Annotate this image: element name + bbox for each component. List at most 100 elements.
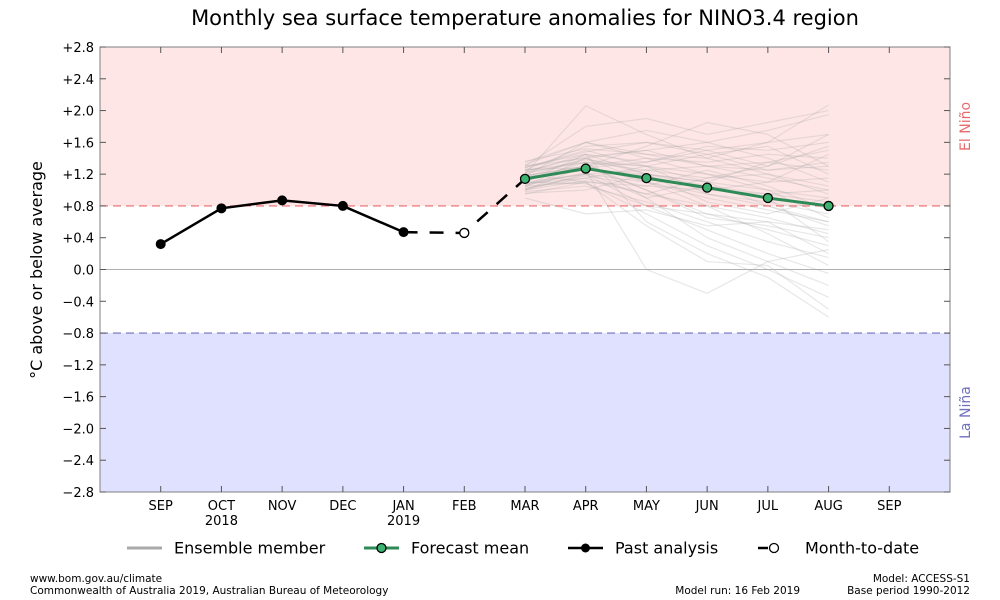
ensemble-line	[524, 141, 829, 167]
x-tick-label: AUG	[814, 499, 842, 514]
ensemble-line	[524, 181, 829, 298]
ensemble-line	[524, 109, 829, 167]
legend-item-mtd: Month-to-date	[758, 539, 919, 558]
x-tick-label: JUN	[695, 499, 719, 514]
legend-item-forecast: Forecast mean	[364, 539, 529, 558]
ensemble-line	[524, 145, 829, 170]
y-tick-label: −2.4	[62, 454, 94, 469]
legend-past-marker	[581, 543, 590, 553]
ensemble-line	[524, 157, 829, 199]
ensemble-line	[524, 173, 829, 215]
x-tick-label: NOV	[268, 499, 297, 514]
footer-url: www.bom.gov.au/climate	[30, 573, 162, 585]
footer-model: Model: ACCESS-S1	[873, 573, 970, 585]
legend-label: Forecast mean	[411, 539, 529, 558]
ensemble-line	[524, 173, 829, 310]
chart-title: Monthly sea surface temperature anomalie…	[191, 6, 859, 30]
ensemble-line	[524, 163, 829, 239]
x-tick-label: JUL	[757, 499, 779, 514]
ensemble-line	[524, 181, 829, 195]
footer-model-run: Model run: 16 Feb 2019	[675, 585, 800, 597]
y-tick-label: −2.0	[62, 422, 94, 437]
y-tick-label: +1.6	[62, 136, 94, 151]
la-nina-zone	[100, 333, 950, 492]
ensemble-line	[524, 141, 829, 183]
ensemble-line	[524, 159, 829, 223]
ensemble-line	[524, 153, 829, 215]
x-tick-label: MAR	[510, 499, 539, 514]
ensemble-line	[524, 145, 829, 185]
ensemble-line	[524, 104, 829, 175]
ensemble-line	[524, 157, 829, 267]
past-analysis-point	[155, 239, 166, 250]
y-axis-label: °C above or below average	[27, 161, 46, 379]
ensemble-line	[524, 161, 829, 194]
ensemble-line	[524, 173, 829, 275]
year-label: 2019	[387, 514, 420, 529]
legend-label: Past analysis	[615, 539, 718, 558]
x-tick-label: FEB	[452, 499, 477, 514]
legend-label: Month-to-date	[805, 539, 919, 558]
forecast-mean-point	[762, 192, 774, 204]
y-tick-label: −2.8	[62, 486, 94, 501]
footer-base-period: Base period 1990-2012	[847, 585, 970, 597]
forecast-mean-point	[519, 173, 531, 185]
ensemble-line	[524, 169, 829, 211]
ensemble-line	[524, 148, 829, 195]
legend: Ensemble member Forecast mean Past analysi…	[127, 539, 919, 558]
ensemble-line	[524, 181, 829, 255]
la-nina-label: La Niña	[958, 386, 974, 439]
y-tick-label: −1.6	[62, 391, 94, 406]
ensemble-line	[524, 165, 829, 223]
ensemble-line	[524, 129, 829, 183]
plot-area: +2.8 +2.4 +2.0 +1.6 +1.2 +0.8 +0.4 0.0 −0.4 −0.8 −…	[62, 41, 951, 529]
past-analysis-point	[277, 195, 288, 206]
past-analysis-line	[160, 199, 405, 246]
x-tick-label: DEC	[329, 499, 356, 514]
ensemble-line	[524, 197, 829, 231]
footer-copyright: Commonwealth of Australia 2019, Australi…	[30, 585, 388, 597]
ensemble-line	[524, 113, 829, 187]
year-label: 2018	[205, 514, 238, 529]
x-tick-label: SEP	[877, 499, 901, 514]
y-tick-label: +0.4	[62, 232, 94, 247]
y-tick-label: +1.2	[62, 168, 94, 183]
y-tick-label: −0.4	[62, 295, 94, 310]
ensemble-line	[524, 161, 829, 286]
y-tick-label: −0.8	[62, 327, 94, 342]
past-analysis-point	[216, 203, 227, 214]
forecast-mean-point	[641, 172, 652, 184]
x-tick-label: OCT	[208, 499, 235, 514]
legend-forecast-marker	[376, 542, 387, 554]
ensemble-line	[524, 149, 829, 227]
x-tick-label: JAN	[391, 499, 414, 514]
forecast-mean-line	[524, 167, 829, 208]
ensemble-line	[524, 165, 829, 191]
legend-item-ensemble: Ensemble member	[127, 539, 326, 558]
month-to-date-point	[459, 227, 470, 239]
y-tick-label: +2.4	[62, 73, 94, 88]
ensemble-line	[524, 161, 829, 183]
past-analysis-point	[337, 200, 348, 211]
el-nino-label: El Niño	[958, 102, 974, 151]
ensemble-line	[524, 149, 829, 191]
x-tick-label: APR	[573, 499, 599, 514]
ensemble-line	[524, 133, 829, 171]
x-tick-label: SEP	[149, 499, 173, 514]
ensemble-line	[524, 161, 829, 187]
y-tick-label: +2.0	[62, 105, 94, 120]
legend-item-past: Past analysis	[568, 539, 718, 558]
ensemble-line	[524, 165, 829, 247]
ensemble-line	[524, 177, 829, 235]
y-tick-label: +0.8	[62, 200, 94, 215]
ensemble-line	[524, 171, 829, 243]
legend-mtd-marker	[768, 542, 780, 554]
ensemble-line	[524, 185, 829, 259]
y-tick-label: +2.8	[62, 41, 94, 56]
ensemble-line	[524, 153, 829, 318]
ensemble-line	[524, 153, 829, 177]
ensemble-line	[524, 141, 829, 171]
forecast-mean-point	[823, 200, 834, 212]
legend-label: Ensemble member	[174, 539, 326, 558]
